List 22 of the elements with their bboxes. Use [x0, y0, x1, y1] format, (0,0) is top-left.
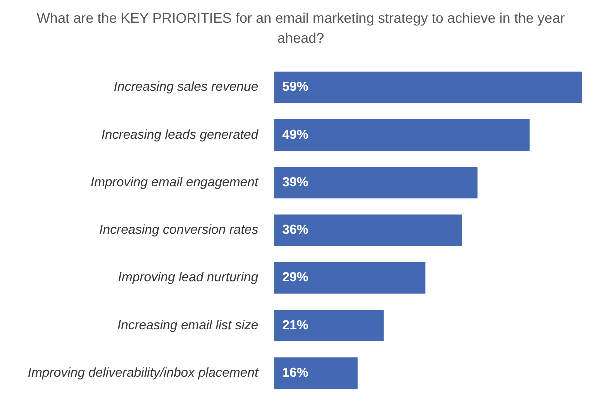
- bar: [274, 310, 384, 342]
- data-label: 49%: [282, 126, 309, 142]
- bar: [274, 167, 478, 199]
- y-tick-label: Increasing sales revenue: [114, 79, 258, 94]
- y-tick-label: Increasing conversion rates: [100, 222, 259, 238]
- data-label: 21%: [282, 317, 309, 332]
- bar: [274, 120, 530, 151]
- data-label: 39%: [282, 174, 309, 190]
- bar: [274, 262, 426, 294]
- y-tick-label: Improving email engagement: [90, 174, 260, 190]
- data-label: 29%: [282, 270, 309, 285]
- y-tick-label: Improving deliverability/inbox placement: [28, 364, 260, 380]
- y-tick-label: Improving lead nurturing: [118, 270, 260, 285]
- data-label: 36%: [282, 222, 309, 238]
- chart-title: What are the KEY PRIORITIES for an email marketing strategy to achieve in the year ahead?: [36, 9, 566, 48]
- data-label: 59%: [282, 79, 309, 94]
- bar: [274, 358, 358, 390]
- bar: [274, 72, 582, 104]
- data-label: 16%: [282, 364, 309, 380]
- y-tick-label: Increasing email list size: [118, 317, 258, 332]
- y-tick-label: Increasing leads generated: [102, 126, 260, 142]
- bar: [274, 214, 462, 246]
